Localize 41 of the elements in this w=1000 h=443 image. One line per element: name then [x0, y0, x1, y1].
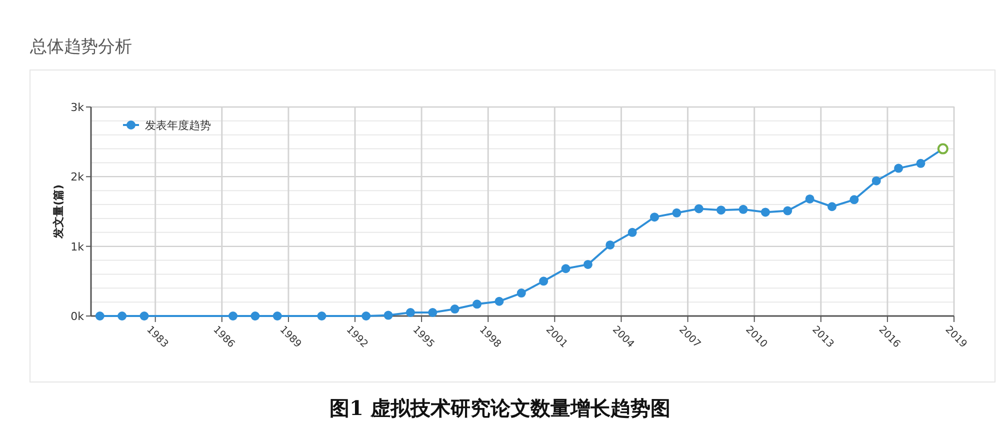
- point: [406, 308, 415, 318]
- point: [428, 308, 438, 318]
- point: [650, 212, 659, 222]
- point: [916, 158, 926, 168]
- point: [561, 264, 570, 274]
- point: [716, 206, 726, 215]
- point: [805, 194, 814, 204]
- point: [694, 204, 704, 214]
- point: [672, 208, 682, 218]
- point: [228, 312, 238, 320]
- point: [384, 310, 393, 320]
- point: [317, 312, 326, 320]
- point: [783, 206, 792, 216]
- y-tick-label: 0k: [70, 310, 85, 323]
- point: [118, 312, 127, 320]
- point: [850, 195, 859, 204]
- point: [140, 312, 149, 320]
- y-tick-label: 3k: [70, 101, 85, 114]
- point: [450, 304, 460, 314]
- point: [760, 208, 770, 217]
- point: [628, 228, 637, 237]
- point: [539, 276, 548, 286]
- legend-label: 发表年度趋势: [145, 119, 211, 132]
- point: [894, 164, 904, 173]
- point: [272, 312, 282, 320]
- point: [494, 296, 504, 306]
- point: [362, 312, 371, 320]
- point: [250, 312, 260, 320]
- point: [516, 288, 526, 298]
- point: [872, 176, 881, 186]
- y-axis-title: 发文量(篇): [52, 184, 65, 240]
- y-tick-label: 2k: [70, 170, 85, 184]
- point: [827, 202, 836, 212]
- point: [472, 300, 482, 309]
- point: [738, 204, 748, 214]
- caption: 图1 虚拟技术研究论文数量增长趋势图: [330, 396, 670, 420]
- y-tick-label: 1k: [70, 240, 85, 254]
- point: [606, 240, 615, 250]
- point: [583, 260, 592, 269]
- point: [95, 312, 104, 320]
- chart-title: 总体趋势分析: [29, 37, 132, 57]
